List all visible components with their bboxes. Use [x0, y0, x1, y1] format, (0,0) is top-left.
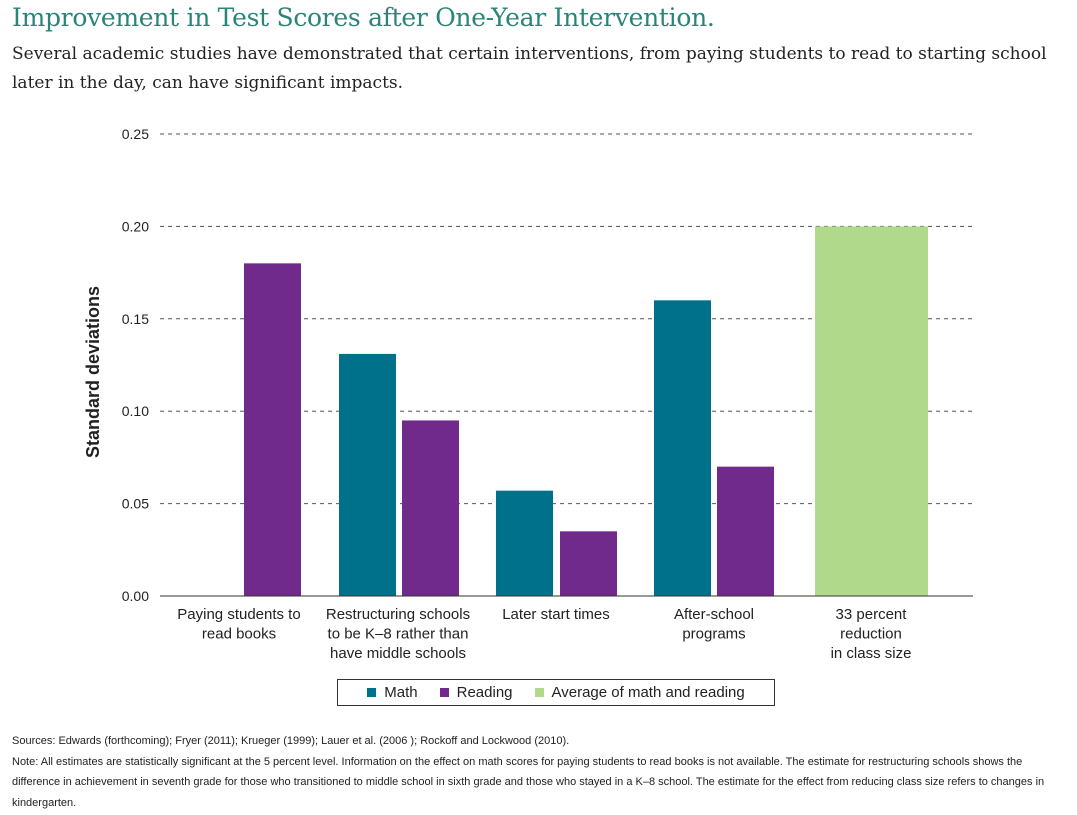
bar-reading-cat4: [717, 466, 774, 596]
y-tick-label-0.00: 0.00: [122, 588, 149, 604]
legend: Math Reading Average of math and reading: [337, 679, 775, 706]
chart-subtitle: Several academic studies have demonstrat…: [12, 44, 1047, 93]
bar-reading-cat1: [244, 263, 301, 596]
x-category-label-1-line-1: Paying students to: [177, 606, 300, 623]
legend-swatch-reading: [439, 688, 449, 697]
y-tick-label-0.10: 0.10: [122, 403, 149, 419]
bar-reading-cat3: [560, 531, 617, 596]
legend-label-reading: Reading: [456, 684, 513, 701]
legend-label-average: Average of math and reading: [551, 684, 745, 701]
x-category-label-2-line-3: have middle schools: [330, 645, 466, 662]
y-tick-label-0.20: 0.20: [122, 218, 149, 234]
y-tick-label-0.25: 0.25: [122, 126, 149, 142]
bar-math-cat4: [654, 300, 711, 596]
bar-math-cat2: [339, 353, 396, 596]
y-tick-label-0.15: 0.15: [122, 311, 149, 327]
x-category-label-4-line-1: After-school: [674, 606, 754, 623]
x-category-label-5-line-2: reduction: [840, 626, 902, 643]
x-category-label-1-line-2: read books: [202, 626, 276, 643]
x-category-label-2-line-2: to be K–8 rather than: [328, 626, 469, 643]
methodology-note: Note: All estimates are statistically si…: [12, 755, 1045, 809]
bar-average-cat5: [815, 226, 928, 596]
legend-item-reading: Reading: [439, 684, 513, 701]
axes: 0.00 0.05 0.10 0.15 0.20 0.25 Paying students …: [122, 126, 973, 662]
sources-note: Sources: Edwards (forthcoming); Fryer (2…: [12, 735, 570, 747]
x-category-label-5-line-1: 33 percent: [836, 606, 908, 623]
x-category-label-2-line-1: Restructuring schools: [326, 606, 470, 623]
bars: [244, 226, 928, 596]
bar-reading-cat2: [402, 420, 459, 596]
x-category-label-3-line-1: Later start times: [502, 606, 610, 623]
y-axis-label: Standard deviations: [83, 286, 103, 458]
legend-item-math: Math: [367, 684, 418, 701]
legend-label-math: Math: [384, 684, 418, 701]
footnotes: Sources: Edwards (forthcoming); Fryer (2…: [12, 731, 1067, 813]
legend-swatch-average: [534, 688, 544, 697]
bar-math-cat3: [496, 490, 553, 596]
chart-title: Improvement in Test Scores after One-Yea…: [12, 3, 715, 32]
x-category-label-5-line-3: in class size: [831, 645, 912, 662]
legend-item-average: Average of math and reading: [534, 684, 745, 701]
y-tick-label-0.05: 0.05: [122, 496, 149, 512]
x-category-label-4-line-2: programs: [682, 626, 745, 643]
legend-swatch-math: [367, 688, 377, 697]
